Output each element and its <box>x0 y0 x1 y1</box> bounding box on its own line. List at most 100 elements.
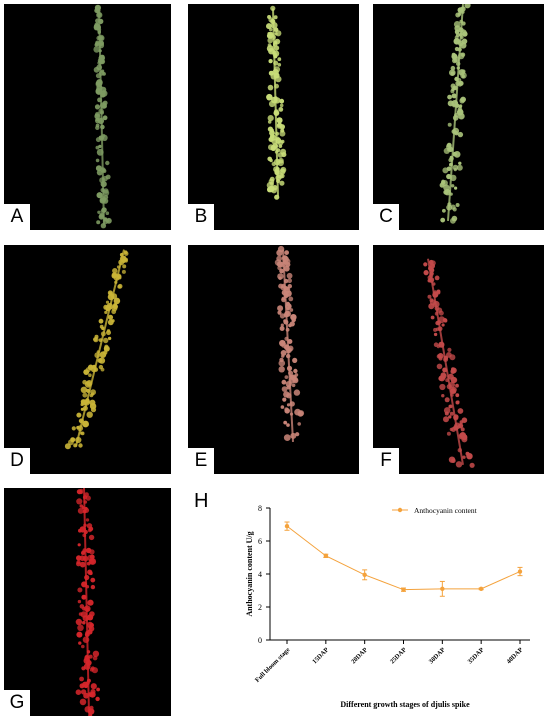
spike-grain <box>70 437 76 443</box>
spike-grain <box>456 164 463 171</box>
spike-grain <box>278 144 283 149</box>
spike-grain <box>268 59 273 64</box>
spike-grain <box>96 35 101 41</box>
spike-grain <box>275 75 282 83</box>
spike-grain <box>84 381 92 388</box>
spike-grain <box>436 345 440 349</box>
spike-grain <box>84 398 90 404</box>
spike-grain <box>289 308 294 312</box>
spike-grain <box>80 399 86 404</box>
spike-grain <box>82 620 86 625</box>
spike-grain <box>286 385 291 390</box>
legend-marker <box>397 507 403 513</box>
photo-panel-e: E <box>188 245 359 474</box>
spike-grain <box>452 58 458 64</box>
spike-grain <box>273 15 278 20</box>
spike-grain <box>95 123 100 128</box>
spike-grain <box>78 528 82 533</box>
x-axis-label: Different growth stages of djulis spike <box>340 700 470 709</box>
spike-grain <box>429 298 434 303</box>
spike-grain <box>457 12 461 17</box>
spike-grain <box>280 350 287 356</box>
spike-grain <box>277 245 285 253</box>
spike-grain <box>266 23 272 30</box>
spike-grain <box>94 23 100 29</box>
spike-grain <box>451 215 458 222</box>
spike-grain <box>94 41 100 47</box>
spike-grain <box>448 381 455 389</box>
spike-grain <box>455 393 460 398</box>
spike-grain <box>79 604 85 609</box>
spike-grain <box>279 268 284 274</box>
spike-grain <box>97 97 102 103</box>
spike-grain <box>279 357 284 363</box>
spike-grain <box>273 66 281 73</box>
spike-grain <box>107 290 113 296</box>
x-tick-label: 25DAP <box>389 646 408 665</box>
spike-grain <box>429 268 435 273</box>
spike-grain <box>460 427 465 432</box>
spike-cluster <box>439 4 471 224</box>
spike-grain <box>293 389 301 396</box>
spike-grain <box>292 357 298 363</box>
spike-grain <box>461 21 466 26</box>
data-point <box>517 569 523 574</box>
legend-label: Anthocyanin content <box>414 506 478 515</box>
spike-grain <box>266 93 273 101</box>
spike-grain <box>97 30 101 35</box>
spike-grain <box>83 500 88 504</box>
spike-grain <box>97 358 103 363</box>
spike-grain <box>288 370 294 376</box>
spike-grain <box>100 181 107 188</box>
spike-grain <box>82 509 87 514</box>
spike-grain <box>456 66 460 70</box>
panel-label: G <box>4 690 30 716</box>
spike-cluster <box>93 4 112 229</box>
spike-grain <box>282 255 288 261</box>
spike-grain <box>460 42 467 49</box>
spike-grain <box>105 160 110 166</box>
photo-panel-b: B <box>188 4 359 230</box>
spike-grain <box>286 353 291 359</box>
spike-grain <box>429 263 435 269</box>
spike-grain <box>98 214 105 220</box>
spike-grain <box>83 657 90 664</box>
spike-grain <box>279 173 285 179</box>
spike-grain <box>106 329 111 333</box>
spike-grain <box>285 261 291 268</box>
spike-grain <box>111 273 117 279</box>
spike-grain <box>90 407 97 413</box>
spike-grain <box>95 81 100 86</box>
spike-grain <box>270 5 276 11</box>
spike-grain <box>285 290 292 297</box>
spike-grain <box>82 405 88 411</box>
spike-grain <box>98 49 102 53</box>
spike-grain <box>279 326 285 331</box>
spike-grain <box>275 136 280 141</box>
spike-grain <box>276 122 283 128</box>
spike-grain <box>279 130 286 137</box>
spike-grain <box>86 523 93 529</box>
spike-grain <box>80 431 85 436</box>
spike-grain <box>276 255 283 262</box>
spike-grain <box>433 300 440 308</box>
spike-grain <box>100 223 107 229</box>
spike-grain <box>268 100 276 108</box>
spike-grain <box>440 217 446 223</box>
spike-grain <box>437 353 444 359</box>
spike-grain <box>88 654 93 659</box>
spike-grain <box>93 367 99 372</box>
spike-grain <box>449 162 453 167</box>
spike-grain <box>464 4 471 9</box>
spike-grain <box>297 422 301 426</box>
spike-grain <box>432 282 436 286</box>
spike-grain <box>116 265 121 269</box>
spike-grain <box>90 577 96 583</box>
spike-grain <box>267 37 273 44</box>
spike-grain <box>462 455 466 459</box>
spike-grain <box>440 180 446 185</box>
spike-grain <box>273 60 279 66</box>
spike-grain <box>103 350 108 355</box>
spike-grain <box>98 364 104 370</box>
spike-grain <box>289 321 295 327</box>
